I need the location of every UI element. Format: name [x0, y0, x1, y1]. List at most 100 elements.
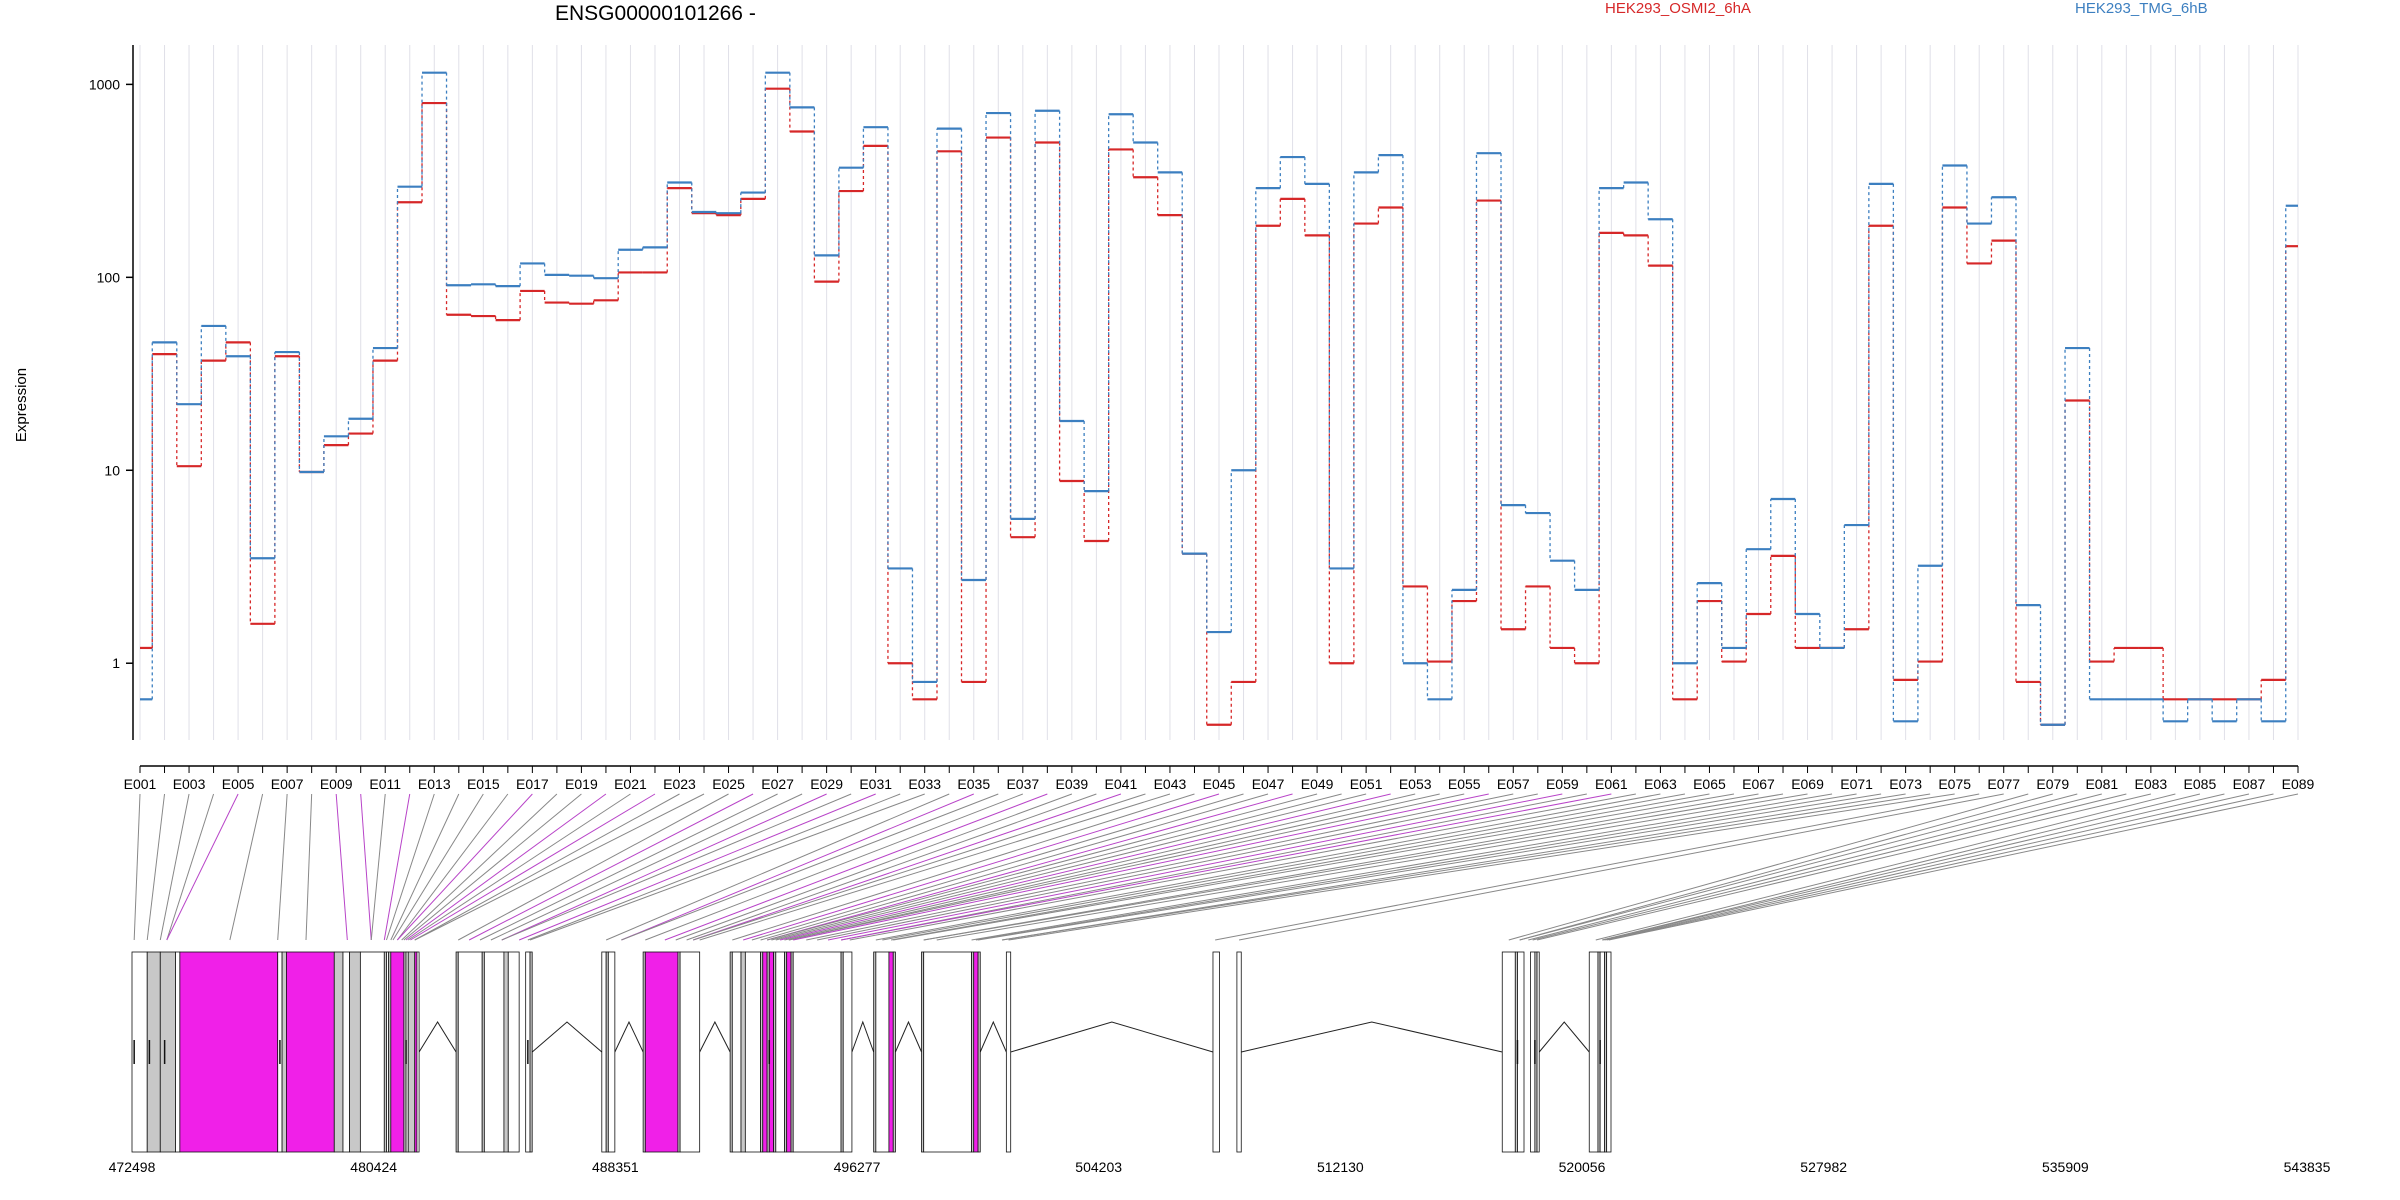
exon-block [507, 951, 520, 1153]
exon-connector [1008, 793, 1955, 941]
exon-connector [1602, 793, 2225, 941]
exon-block [1236, 951, 1242, 1153]
exon-connector [664, 793, 1048, 941]
x-tick-label: E027 [761, 776, 794, 792]
exon-connector [305, 793, 313, 941]
x-tick-label: E075 [1938, 776, 1971, 792]
exon-connector [923, 793, 1759, 941]
exon-block [359, 951, 385, 1153]
exon-connector [675, 793, 1073, 941]
x-tick-label: E015 [467, 776, 500, 792]
exon-connector [166, 793, 215, 941]
x-tick-label: E073 [1889, 776, 1922, 792]
exon-block [390, 951, 405, 1153]
exon-connector [692, 793, 1146, 941]
intron-line [1538, 1021, 1590, 1053]
exon-connector [827, 793, 1563, 941]
exon-connector [468, 793, 754, 941]
exon-connector [229, 793, 264, 941]
exon-connector [1508, 793, 2029, 941]
exon-connector [1238, 793, 2004, 941]
exon-connector [840, 793, 1587, 941]
exon-connector [401, 793, 558, 941]
intron-line [979, 1020, 1007, 1053]
exon-connector [1602, 793, 2201, 941]
exon-connector [806, 793, 1514, 941]
x-tick-label: E085 [2184, 776, 2217, 792]
exon-connector [159, 793, 190, 941]
x-tick-label: E019 [565, 776, 598, 792]
exon-connector [936, 793, 1808, 941]
exon-connector [407, 793, 631, 941]
x-tick-label: E083 [2135, 776, 2168, 792]
axes: 1 10 100 1000 E001 E003 E005 E007 E009 E011 E013 E0… [89, 45, 2315, 792]
exon-block [483, 951, 505, 1153]
exon-connector [383, 793, 411, 941]
exon-block [601, 951, 607, 1153]
x-tick-label: E049 [1301, 776, 1334, 792]
exon-block [1588, 951, 1599, 1153]
exon-block [607, 951, 616, 1153]
intron-line [418, 1021, 457, 1053]
exon-connector [501, 793, 852, 941]
exon-block [1212, 951, 1220, 1153]
exon-connector [893, 793, 1735, 941]
exon-connector [817, 793, 1538, 941]
exon-connector [882, 793, 1686, 941]
x-tick-label: E009 [320, 776, 353, 792]
exon-block [786, 951, 792, 1153]
exon-connector [890, 793, 1710, 941]
exon-connector [788, 793, 1465, 941]
exon-block [159, 951, 176, 1153]
x-tick-label: E081 [2085, 776, 2118, 792]
exon-connector [518, 793, 876, 941]
exon-connector [645, 793, 1023, 941]
intron-line [699, 1020, 731, 1053]
exon-connector [743, 793, 1220, 941]
x-tick-label: E017 [516, 776, 549, 792]
intron-line [851, 1020, 875, 1053]
exon-connector [146, 793, 166, 941]
x-tick-label: E003 [173, 776, 206, 792]
intron-line [614, 1020, 644, 1053]
x-tick-label: E045 [1203, 776, 1236, 792]
exon-connector [840, 793, 1612, 941]
y-axis-label: Expression [13, 368, 30, 442]
exon-connector [458, 793, 729, 941]
exon-block [457, 951, 483, 1153]
genomic-position-label: 504203 [1075, 1159, 1122, 1175]
exon-connector [385, 793, 435, 941]
exon-block [407, 951, 416, 1153]
exon-connector [760, 793, 1269, 941]
x-tick-label: E001 [124, 776, 157, 792]
x-tick-label: E061 [1595, 776, 1628, 792]
x-tick-label: E007 [271, 776, 304, 792]
x-tick-label: E035 [957, 776, 990, 792]
gene-model: 472498 480424 488351 496277 504203 512130 5200… [109, 951, 2331, 1175]
x-tick-label: E005 [222, 776, 255, 792]
exon-block [1005, 951, 1012, 1153]
exon-connector [621, 793, 999, 941]
intron-line [894, 1020, 922, 1053]
exon-block [842, 951, 853, 1153]
x-tick-label: E087 [2233, 776, 2266, 792]
exon-connector [501, 793, 827, 941]
exon-connector [875, 793, 1661, 941]
exon-block [762, 951, 768, 1153]
y-tick-label: 100 [97, 269, 121, 285]
x-tick-label: E029 [810, 776, 843, 792]
exon-connector [793, 793, 1489, 941]
exon-block [892, 951, 896, 1153]
exon-block [731, 951, 742, 1153]
exon-block [281, 951, 287, 1153]
exon-connector [396, 793, 509, 941]
x-tick-label: E011 [369, 776, 401, 792]
exon-block [875, 951, 890, 1153]
y-tick-label: 1000 [89, 76, 120, 92]
x-tick-label: E063 [1644, 776, 1677, 792]
exon-connector [849, 793, 1636, 941]
genomic-position-label: 527982 [1800, 1159, 1847, 1175]
intron-line [1010, 1021, 1214, 1053]
exon-connector [1595, 793, 2176, 941]
exon-block [744, 951, 761, 1153]
